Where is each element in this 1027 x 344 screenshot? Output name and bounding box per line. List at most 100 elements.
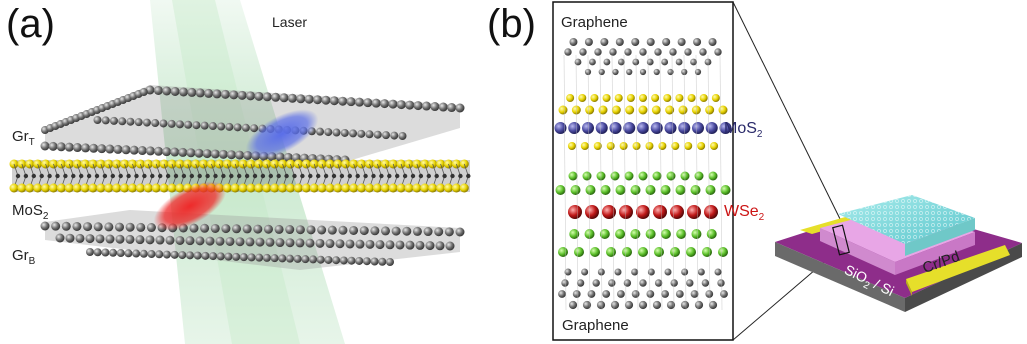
selenium-atom: [654, 247, 664, 257]
graphene-atom: [626, 68, 633, 76]
sulfur-atom: [598, 105, 608, 115]
graphene-atom: [349, 129, 358, 138]
graphene-atom: [332, 128, 341, 137]
graphene-atom: [385, 240, 395, 250]
graphene-atom: [600, 38, 609, 46]
graphene-atom: [285, 225, 295, 235]
graphene-atom: [285, 238, 295, 248]
molybdenum-atom: [237, 173, 242, 179]
graphene-atom: [370, 257, 379, 266]
graphene-atom: [113, 144, 123, 154]
graphene-atom: [690, 58, 697, 66]
graphene-atom: [699, 48, 707, 56]
sulfur-atom: [614, 94, 623, 102]
graphene-atom: [293, 254, 302, 263]
sulfur-atom: [167, 183, 177, 193]
graphene-atom: [413, 101, 423, 111]
molybdenum-atom: [705, 122, 718, 134]
graphene-atom: [55, 233, 65, 243]
graphene-atom: [395, 240, 405, 250]
sulfur-atom: [566, 94, 575, 102]
selenium-atom: [676, 229, 687, 239]
graphene-atom: [145, 146, 155, 156]
sulfur-atom: [33, 183, 43, 193]
graphene-atom: [435, 241, 445, 251]
molybdenum-atom: [15, 173, 21, 179]
molybdenum-atom: [664, 122, 677, 134]
graphene-atom: [225, 122, 234, 131]
bond: [659, 54, 663, 311]
graphene-atom: [705, 290, 714, 298]
graphene-atom: [93, 116, 102, 124]
bond: [611, 54, 615, 311]
selenium-atom: [720, 185, 731, 195]
sulfur-atom: [270, 183, 280, 193]
graphene-atom: [192, 121, 201, 130]
graphene-atom: [430, 102, 440, 112]
graphene-atom: [56, 142, 66, 152]
graphene-atom: [146, 223, 156, 233]
graphene-atom: [597, 268, 605, 276]
molybdenum-atom: [371, 173, 376, 179]
sulfur-atom: [444, 183, 453, 193]
molybdenum-atom: [316, 173, 321, 179]
graphene-atom: [241, 123, 250, 132]
sulfur-atom: [578, 94, 587, 102]
graphene-atom: [295, 225, 305, 235]
graphene-atom: [154, 146, 164, 156]
graphene-atom: [305, 238, 315, 248]
sulfur-atom: [451, 183, 461, 193]
graphene-atom: [359, 226, 369, 236]
sulfur-atom: [151, 183, 161, 193]
graphene-atom: [162, 147, 172, 157]
graphene-atom: [602, 290, 611, 298]
graphene-atom: [275, 238, 285, 248]
graphene-atom: [193, 251, 202, 260]
molybdenum-atom: [458, 173, 463, 179]
graphene-atom: [309, 255, 318, 264]
graphene-atom: [237, 90, 247, 100]
graphene-atom: [40, 221, 50, 231]
selenium-atom: [569, 229, 580, 239]
selenium-atom: [690, 185, 701, 195]
molybdenum-atom: [55, 173, 60, 179]
graphene-atom: [217, 122, 226, 131]
graphene-atom: [185, 236, 195, 246]
graphene-atom: [596, 300, 606, 310]
graphene-atom: [697, 268, 705, 276]
graphene-atom: [209, 252, 218, 261]
graphene-atom: [287, 93, 297, 103]
gr-t-label: GrT: [12, 128, 35, 148]
graphene-atom: [61, 221, 71, 231]
graphene-atom: [271, 92, 281, 102]
sulfur-atom: [341, 183, 351, 193]
laser-label: Laser: [272, 14, 308, 30]
graphene-atom: [347, 256, 356, 265]
device: [775, 195, 1022, 312]
molybdenum-atom: [197, 173, 202, 179]
graphene-atom: [564, 268, 572, 276]
wse2-label: WSe2: [724, 203, 764, 223]
graphene-atom: [187, 87, 197, 97]
bond: [575, 54, 579, 311]
graphene-atom: [184, 120, 193, 129]
graphene-atom: [357, 129, 366, 138]
selenium-atom: [638, 247, 648, 257]
sulfur-atom: [56, 183, 66, 193]
sulfur-atom: [687, 94, 696, 102]
gr-b-label: GrB: [12, 247, 35, 267]
graphene-atom: [646, 290, 655, 298]
molybdenum-atom: [387, 173, 392, 179]
molybdenum-atom: [173, 173, 179, 179]
molybdenum-atom: [355, 173, 360, 179]
sulfur-atom: [333, 183, 343, 193]
molybdenum-atom: [692, 122, 704, 134]
graphene-atom: [598, 68, 605, 76]
graphene-atom: [317, 225, 327, 235]
graphene-atom: [255, 237, 265, 247]
sulfur-atom: [9, 183, 19, 193]
sulfur-atom: [697, 142, 706, 150]
graphene-atom: [584, 38, 593, 46]
graphene-atom: [355, 239, 365, 249]
bond: [563, 54, 567, 311]
